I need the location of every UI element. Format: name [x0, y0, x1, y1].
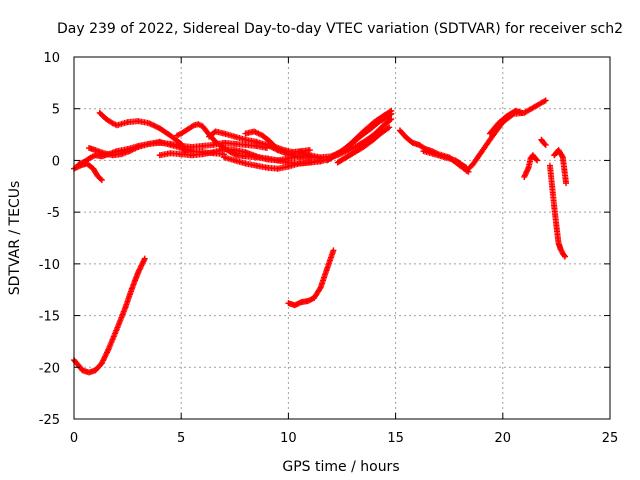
y-tick-label: 10 [43, 51, 60, 66]
series-trace [335, 125, 391, 165]
series-trace [329, 116, 394, 160]
data-point [542, 141, 549, 148]
x-tick-label: 25 [602, 431, 619, 446]
series-track-23 [285, 247, 337, 309]
x-tick-label: 5 [177, 431, 185, 446]
x-tick-label: 15 [387, 431, 404, 446]
x-tick-label: 10 [280, 431, 297, 446]
series-trace [521, 153, 540, 179]
series-track-18 [521, 152, 541, 180]
series-trace [552, 148, 569, 185]
series-track-17 [486, 107, 526, 137]
y-tick-label: -15 [39, 310, 60, 325]
series-trace [222, 154, 333, 172]
series-track-21 [551, 147, 570, 187]
axis-ticks: 0 5 10 15 20 25 -25 -20 -15 -10 -5 0 5 10 [39, 51, 619, 446]
chart-title: Day 239 of 2022, Sidereal Day-to-day VTE… [57, 21, 623, 37]
x-axis-label: GPS time / hours [282, 459, 399, 475]
series-trace [422, 148, 469, 170]
y-tick-label: 0 [52, 154, 60, 169]
y-tick-label: -20 [39, 361, 60, 376]
series-track-20 [546, 162, 568, 260]
series-track-4 [86, 138, 228, 159]
series-track-19 [538, 136, 549, 148]
series-trace [547, 164, 568, 259]
series-track-12 [328, 116, 395, 161]
series-trace [97, 110, 188, 154]
series-trace [539, 137, 548, 147]
y-tick-label: -25 [39, 413, 60, 428]
x-tick-label: 0 [70, 431, 78, 446]
series-track-22 [71, 255, 148, 376]
x-tick-label: 20 [495, 431, 512, 446]
plot-frame [73, 56, 611, 420]
y-tick-label: -10 [39, 258, 60, 273]
series-trace [71, 257, 148, 376]
data-point [141, 255, 148, 262]
y-axis-label: SDTVAR / TECUs [7, 181, 23, 296]
series-track-9 [221, 154, 335, 172]
data-series [71, 97, 570, 376]
series-trace [487, 108, 524, 136]
y-tick-label: -5 [47, 206, 60, 221]
y-tick-label: 5 [52, 103, 60, 118]
series-track-13 [334, 124, 393, 166]
data-point [521, 173, 528, 180]
series-trace [286, 248, 336, 308]
